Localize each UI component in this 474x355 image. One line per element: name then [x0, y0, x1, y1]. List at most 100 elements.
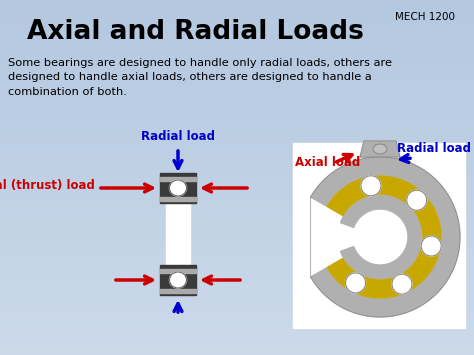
Bar [0, 80, 474, 84]
Bar [0, 146, 474, 151]
Bar [0, 102, 474, 106]
Bar [0, 124, 474, 129]
Bar [0, 53, 474, 58]
Bar [0, 151, 474, 155]
Bar [0, 288, 474, 293]
Bar [0, 71, 474, 75]
Bar [0, 155, 474, 160]
Bar [0, 280, 474, 284]
Ellipse shape [346, 273, 365, 293]
Bar [160, 265, 196, 295]
Bar [0, 297, 474, 302]
Bar [0, 178, 474, 182]
Bar [0, 248, 474, 253]
Bar [0, 266, 474, 271]
Ellipse shape [170, 272, 186, 288]
Bar [0, 142, 474, 146]
Bar [0, 324, 474, 328]
Bar [0, 160, 474, 164]
Bar [0, 262, 474, 266]
Bar [0, 106, 474, 111]
Bar [0, 13, 474, 18]
Ellipse shape [170, 180, 186, 196]
Bar [0, 311, 474, 315]
Bar [0, 293, 474, 297]
Text: Radial load: Radial load [397, 142, 471, 154]
Bar [0, 275, 474, 280]
Bar [0, 195, 474, 200]
Bar [0, 200, 474, 204]
Bar [0, 62, 474, 67]
Bar [0, 89, 474, 93]
Bar [0, 84, 474, 89]
Polygon shape [311, 157, 460, 317]
Bar [0, 40, 474, 44]
Bar [0, 217, 474, 222]
Bar [0, 98, 474, 102]
Bar [0, 191, 474, 195]
Bar [0, 208, 474, 213]
Ellipse shape [421, 236, 441, 256]
Polygon shape [340, 195, 422, 279]
Bar [0, 231, 474, 235]
Polygon shape [327, 176, 441, 298]
Bar [160, 269, 196, 273]
Text: Axial (thrust) load: Axial (thrust) load [0, 180, 95, 192]
Bar [0, 120, 474, 124]
Bar [0, 351, 474, 355]
Ellipse shape [373, 144, 387, 154]
Bar [0, 67, 474, 71]
Bar [0, 333, 474, 337]
Text: Axial and Radial Loads: Axial and Radial Loads [27, 19, 364, 45]
Bar [0, 93, 474, 98]
Bar [0, 49, 474, 53]
Bar [0, 9, 474, 13]
Bar [0, 244, 474, 248]
Text: Axial load: Axial load [295, 157, 360, 169]
Bar [0, 18, 474, 22]
Ellipse shape [361, 176, 381, 196]
Bar [0, 253, 474, 257]
Bar [0, 235, 474, 240]
Bar [0, 31, 474, 36]
Bar [0, 129, 474, 133]
Bar [0, 173, 474, 178]
Bar [166, 203, 190, 265]
Bar [0, 257, 474, 262]
Bar [0, 204, 474, 208]
Bar [0, 306, 474, 311]
Bar [0, 133, 474, 137]
Bar [0, 4, 474, 9]
Bar [0, 164, 474, 169]
Bar [0, 36, 474, 40]
Bar [0, 27, 474, 31]
Bar [0, 284, 474, 288]
Bar [0, 22, 474, 27]
Bar [160, 173, 196, 203]
Ellipse shape [392, 274, 412, 294]
Text: Radial load: Radial load [141, 130, 215, 143]
Bar [0, 213, 474, 217]
Bar [0, 302, 474, 306]
Polygon shape [360, 141, 400, 157]
Bar [0, 44, 474, 49]
Bar [0, 115, 474, 120]
Bar [160, 197, 196, 201]
Bar [160, 177, 196, 181]
Bar [0, 226, 474, 231]
Bar [160, 289, 196, 293]
Bar [0, 342, 474, 346]
Bar [0, 315, 474, 320]
Bar [0, 58, 474, 62]
Bar [0, 337, 474, 342]
Bar [0, 222, 474, 226]
Bar [0, 320, 474, 324]
Bar [0, 75, 474, 80]
Bar [0, 137, 474, 142]
Text: MECH 1200: MECH 1200 [395, 12, 455, 22]
Bar [0, 182, 474, 186]
Bar [0, 186, 474, 191]
Text: Some bearings are designed to handle only radial loads, others are
designed to h: Some bearings are designed to handle onl… [8, 58, 392, 97]
Bar [293, 143, 465, 328]
Bar [0, 240, 474, 244]
